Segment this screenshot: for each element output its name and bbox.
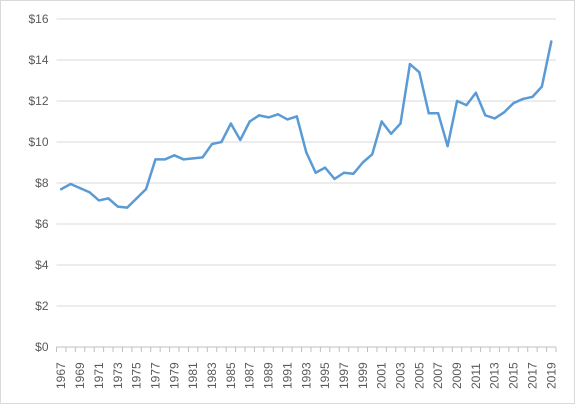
data-point bbox=[135, 197, 138, 200]
data-point bbox=[305, 151, 308, 154]
y-tick-label: $12 bbox=[28, 94, 48, 108]
data-point bbox=[502, 111, 506, 114]
data-point bbox=[295, 115, 299, 118]
y-tick-label: $8 bbox=[35, 176, 49, 190]
y-tick-label: $6 bbox=[35, 217, 49, 231]
gridlines bbox=[56, 18, 556, 307]
data-point bbox=[125, 206, 129, 209]
data-point bbox=[107, 197, 110, 200]
data-point bbox=[333, 177, 336, 181]
data-point bbox=[521, 97, 525, 101]
x-tick-label: 2007 bbox=[431, 362, 445, 389]
x-tick-label: 1975 bbox=[130, 362, 144, 389]
data-point bbox=[78, 186, 82, 190]
x-axis: 1967 1969 1971 1973 1975 1977 1979 1981 1983 1985… bbox=[54, 346, 558, 389]
x-tick-label: 1973 bbox=[111, 362, 125, 389]
data-point bbox=[191, 157, 195, 160]
data-point bbox=[361, 161, 364, 164]
data-point bbox=[229, 122, 233, 125]
data-point bbox=[267, 116, 270, 119]
x-tick-label: 1977 bbox=[148, 362, 162, 389]
x-tick-label: 1997 bbox=[337, 362, 351, 389]
y-tick-label: $10 bbox=[28, 135, 48, 149]
data-point bbox=[484, 114, 487, 117]
data-point bbox=[455, 99, 459, 103]
series-layer bbox=[59, 40, 553, 209]
data-point bbox=[408, 62, 412, 66]
data-point bbox=[88, 191, 91, 194]
x-tick-label: 1981 bbox=[186, 362, 200, 389]
x-tick-label: 2015 bbox=[507, 362, 521, 389]
data-point bbox=[220, 140, 223, 144]
data-point bbox=[201, 156, 204, 159]
data-point bbox=[97, 199, 101, 202]
data-point bbox=[465, 103, 468, 107]
data-point bbox=[239, 138, 242, 142]
x-tick-label: 1987 bbox=[243, 362, 257, 389]
y-tick-label: $14 bbox=[28, 53, 48, 67]
data-point bbox=[550, 40, 553, 43]
data-point bbox=[69, 182, 72, 186]
x-tick-label: 2005 bbox=[412, 362, 426, 389]
x-tick-label: 2001 bbox=[375, 362, 389, 389]
data-point bbox=[399, 122, 402, 125]
data-point bbox=[144, 187, 148, 191]
x-tick-label: 1993 bbox=[299, 362, 313, 389]
x-tick-label: 2011 bbox=[469, 363, 483, 389]
data-point bbox=[60, 187, 63, 191]
x-tick-label: 1971 bbox=[92, 362, 106, 389]
data-point bbox=[314, 171, 317, 174]
x-tick-label: 1967 bbox=[54, 362, 68, 389]
y-tick-label: $0 bbox=[35, 340, 49, 354]
data-point bbox=[493, 117, 496, 120]
x-tick-label: 2017 bbox=[525, 362, 539, 389]
x-tick-label: 2009 bbox=[450, 362, 464, 389]
x-tick-label: 1985 bbox=[224, 362, 238, 389]
data-point bbox=[531, 95, 534, 99]
x-tick-label: 1979 bbox=[167, 362, 181, 389]
data-point bbox=[512, 101, 515, 105]
x-tick-label: 1991 bbox=[280, 362, 294, 389]
data-point bbox=[323, 166, 327, 169]
data-point bbox=[248, 120, 251, 123]
data-point bbox=[173, 154, 176, 157]
x-tick-label: 1989 bbox=[262, 362, 276, 389]
data-point bbox=[418, 71, 421, 74]
data-point bbox=[154, 158, 157, 161]
y-tick-label: $2 bbox=[35, 299, 49, 313]
data-point bbox=[276, 113, 280, 116]
data-point bbox=[286, 118, 289, 121]
data-point bbox=[389, 132, 393, 135]
data-point bbox=[540, 85, 544, 88]
data-point bbox=[257, 114, 261, 117]
x-tick-label: 1983 bbox=[205, 362, 219, 389]
data-point bbox=[210, 142, 214, 146]
x-tick-label: 1969 bbox=[73, 362, 87, 389]
y-axis-tick-labels: $0 $2 $4 $6 $8 $10 $12 $14 $16 bbox=[28, 12, 48, 354]
data-point bbox=[163, 158, 167, 161]
x-tick-label: 2003 bbox=[393, 362, 407, 389]
data-point bbox=[182, 158, 185, 161]
data-point bbox=[342, 171, 346, 174]
x-tick-label: 2019 bbox=[544, 362, 558, 389]
data-point bbox=[380, 120, 383, 123]
data-point bbox=[371, 153, 374, 156]
x-tick-label: 1999 bbox=[356, 362, 370, 389]
y-tick-label: $4 bbox=[35, 258, 49, 272]
x-tick-label: 2013 bbox=[488, 362, 502, 389]
data-point bbox=[352, 172, 355, 175]
data-point bbox=[436, 112, 440, 115]
data-point bbox=[474, 91, 478, 95]
data-point bbox=[427, 112, 430, 115]
y-tick-label: $16 bbox=[28, 12, 48, 26]
x-tick-label: 1995 bbox=[318, 362, 332, 389]
data-point bbox=[446, 144, 449, 148]
data-point bbox=[116, 205, 119, 208]
